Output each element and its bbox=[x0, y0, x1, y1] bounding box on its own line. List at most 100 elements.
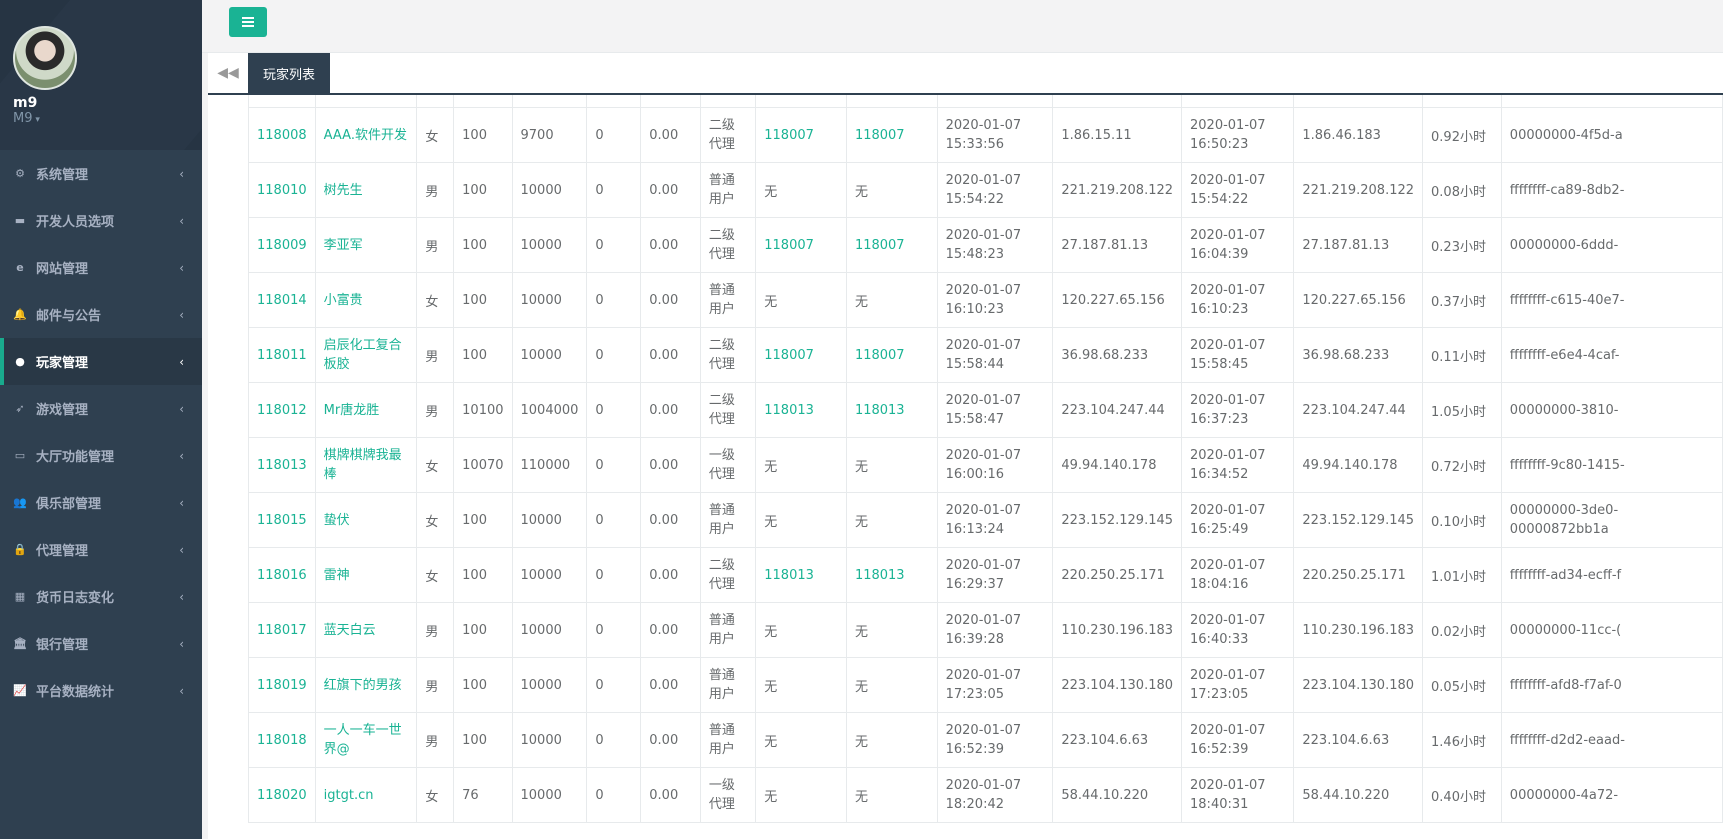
gender-cell: 女 bbox=[416, 547, 455, 603]
nickname-cell[interactable]: 李亚军 bbox=[314, 217, 418, 273]
avatar[interactable] bbox=[13, 26, 77, 90]
parent-agent-cell[interactable]: 118007 bbox=[755, 107, 847, 163]
nickname-cell[interactable]: 红旗下的男孩 bbox=[314, 657, 418, 713]
col-7-cell: 0.00 bbox=[640, 272, 701, 328]
register-ip-cell: 223.104.247.44 bbox=[1052, 382, 1183, 438]
sidebar-item-5[interactable]: ➶ 游戏管理 ‹ bbox=[0, 385, 202, 432]
register-ip-cell: 36.98.68.233 bbox=[1052, 327, 1183, 383]
user-name[interactable]: m9 bbox=[13, 95, 38, 111]
top-agent-cell: 无 bbox=[845, 492, 938, 548]
device-id-cell: 00000000-11cc-( bbox=[1500, 602, 1723, 658]
sidebar-item-label: 大厅功能管理 bbox=[36, 450, 115, 465]
nickname-cell[interactable]: 一人一车一世界@ bbox=[314, 712, 418, 768]
player-id-cell[interactable]: 118014 bbox=[248, 272, 316, 328]
nickname-cell[interactable]: 启辰化工复合板胶 bbox=[314, 327, 418, 383]
gender-cell: 男 bbox=[416, 657, 455, 713]
col-6-cell: 0 bbox=[586, 712, 642, 768]
top-agent-cell[interactable]: 118007 bbox=[845, 217, 938, 273]
user-role-dropdown[interactable]: M9 ▾ bbox=[13, 111, 40, 126]
col-7-cell: 0.00 bbox=[640, 602, 701, 658]
sidebar-item-2[interactable]: e 网站管理 ‹ bbox=[0, 244, 202, 291]
tab-bar: ◀◀ 玩家列表 bbox=[208, 53, 1723, 95]
col-7-cell: 0.00 bbox=[640, 437, 701, 493]
parent-agent-cell: 无 bbox=[755, 657, 847, 713]
gender-cell: 男 bbox=[416, 712, 455, 768]
parent-agent-cell[interactable]: 118007 bbox=[755, 327, 847, 383]
line-chart-icon: 📈 bbox=[13, 684, 27, 697]
register-ip-cell: 1.86.15.11 bbox=[1052, 107, 1183, 163]
player-id-cell[interactable]: 118019 bbox=[248, 657, 316, 713]
parent-agent-cell: 无 bbox=[755, 437, 847, 493]
sidebar-item-1[interactable]: ▬ 开发人员选项 ‹ bbox=[0, 197, 202, 244]
nickname-cell[interactable]: igtgt.cn bbox=[314, 767, 418, 823]
top-agent-cell[interactable]: 118013 bbox=[845, 382, 938, 438]
col-6-cell: 0 bbox=[586, 217, 642, 273]
nickname-cell[interactable]: 树先生 bbox=[314, 162, 418, 218]
sidebar-item-10[interactable]: 🏛 银行管理 ‹ bbox=[0, 620, 202, 667]
gender-cell: 女 bbox=[416, 107, 455, 163]
user-type-cell: 普通用户 bbox=[699, 712, 757, 768]
top-agent-cell[interactable]: 118013 bbox=[845, 547, 938, 603]
chevron-left-icon: ‹ bbox=[179, 589, 184, 604]
online-duration-cell: 0.08小时 bbox=[1422, 162, 1502, 218]
sidebar-item-3[interactable]: 🔔 邮件与公告 ‹ bbox=[0, 291, 202, 338]
sidebar-item-0[interactable]: ⚙ 系统管理 ‹ bbox=[0, 150, 202, 197]
player-id-cell[interactable]: 118011 bbox=[248, 327, 316, 383]
tab-scroll-left-button[interactable]: ◀◀ bbox=[208, 53, 249, 93]
last-login-time-cell: 2020-01-07 18:04:16 bbox=[1181, 547, 1295, 603]
register-ip-cell: 223.104.6.63 bbox=[1052, 712, 1183, 768]
nickname-cell[interactable]: 蓝天白云 bbox=[314, 602, 418, 658]
nickname-cell[interactable]: 雷神 bbox=[314, 547, 418, 603]
player-id-cell[interactable]: 118018 bbox=[248, 712, 316, 768]
parent-agent-cell: 无 bbox=[755, 712, 847, 768]
player-id-cell[interactable]: 118012 bbox=[248, 382, 316, 438]
table-cell bbox=[1052, 95, 1183, 108]
table-cell bbox=[1293, 95, 1424, 108]
top-agent-cell[interactable]: 118007 bbox=[845, 107, 938, 163]
last-login-time-cell: 2020-01-07 16:10:23 bbox=[1181, 272, 1295, 328]
player-id-cell[interactable]: 118015 bbox=[248, 492, 316, 548]
device-id-cell: 00000000-6ddd- bbox=[1500, 217, 1723, 273]
register-time-cell: 2020-01-07 15:58:47 bbox=[936, 382, 1054, 438]
last-login-ip-cell: 221.219.208.122 bbox=[1293, 162, 1424, 218]
parent-agent-cell[interactable]: 118013 bbox=[755, 547, 847, 603]
chevron-left-icon: ‹ bbox=[179, 542, 184, 557]
player-id-cell[interactable]: 118017 bbox=[248, 602, 316, 658]
parent-agent-cell[interactable]: 118007 bbox=[755, 217, 847, 273]
table-row: 118020 igtgt.cn 女 76 10000 0 0.00 一级代理无无 2020-01… bbox=[248, 767, 1723, 823]
tab-player-list[interactable]: 玩家列表 bbox=[248, 53, 331, 93]
register-time-cell: 2020-01-07 17:23:05 bbox=[936, 657, 1054, 713]
table-row: 118011 启辰化工复合板胶男 100 10000 0 0.00 二级代理 118007 11… bbox=[248, 327, 1723, 383]
sidebar-item-6[interactable]: ▭ 大厅功能管理 ‹ bbox=[0, 432, 202, 479]
last-login-time-cell: 2020-01-07 15:54:22 bbox=[1181, 162, 1295, 218]
top-agent-cell[interactable]: 118007 bbox=[845, 327, 938, 383]
col-4-cell: 100 bbox=[453, 547, 513, 603]
parent-agent-cell[interactable]: 118013 bbox=[755, 382, 847, 438]
sidebar-item-7[interactable]: 👥 俱乐部管理 ‹ bbox=[0, 479, 202, 526]
player-id-cell[interactable]: 118010 bbox=[248, 162, 316, 218]
menu-toggle-button[interactable] bbox=[229, 7, 267, 37]
register-time-cell: 2020-01-07 16:00:16 bbox=[936, 437, 1054, 493]
player-id-cell[interactable]: 118009 bbox=[248, 217, 316, 273]
col-6-cell: 0 bbox=[586, 767, 642, 823]
player-id-cell[interactable]: 118013 bbox=[248, 437, 316, 493]
nickname-cell[interactable]: Mr唐龙胜 bbox=[314, 382, 418, 438]
sidebar-item-9[interactable]: ▦ 货币日志变化 ‹ bbox=[0, 573, 202, 620]
nickname-cell[interactable]: AAA.软件开发 bbox=[314, 107, 418, 163]
sidebar-item-8[interactable]: 🔒 代理管理 ‹ bbox=[0, 526, 202, 573]
sidebar-item-4[interactable]: ● 玩家管理 ‹ bbox=[0, 338, 202, 385]
player-id-cell[interactable]: 118020 bbox=[248, 767, 316, 823]
nickname-cell[interactable]: 蛰伏 bbox=[314, 492, 418, 548]
register-ip-cell: 110.230.196.183 bbox=[1052, 602, 1183, 658]
col-4-cell: 100 bbox=[453, 712, 513, 768]
gender-cell: 男 bbox=[416, 217, 455, 273]
player-id-cell[interactable]: 118008 bbox=[248, 107, 316, 163]
nickname-cell[interactable]: 小富贵 bbox=[314, 272, 418, 328]
sidebar-item-11[interactable]: 📈 平台数据统计 ‹ bbox=[0, 667, 202, 714]
register-time-cell: 2020-01-07 16:52:39 bbox=[936, 712, 1054, 768]
nickname-cell[interactable]: 棋牌棋牌我最棒 bbox=[314, 437, 418, 493]
col-6-cell: 0 bbox=[586, 547, 642, 603]
player-id-cell[interactable]: 118016 bbox=[248, 547, 316, 603]
chevron-left-icon: ‹ bbox=[179, 401, 184, 416]
col-5-cell: 9700 bbox=[511, 107, 588, 163]
